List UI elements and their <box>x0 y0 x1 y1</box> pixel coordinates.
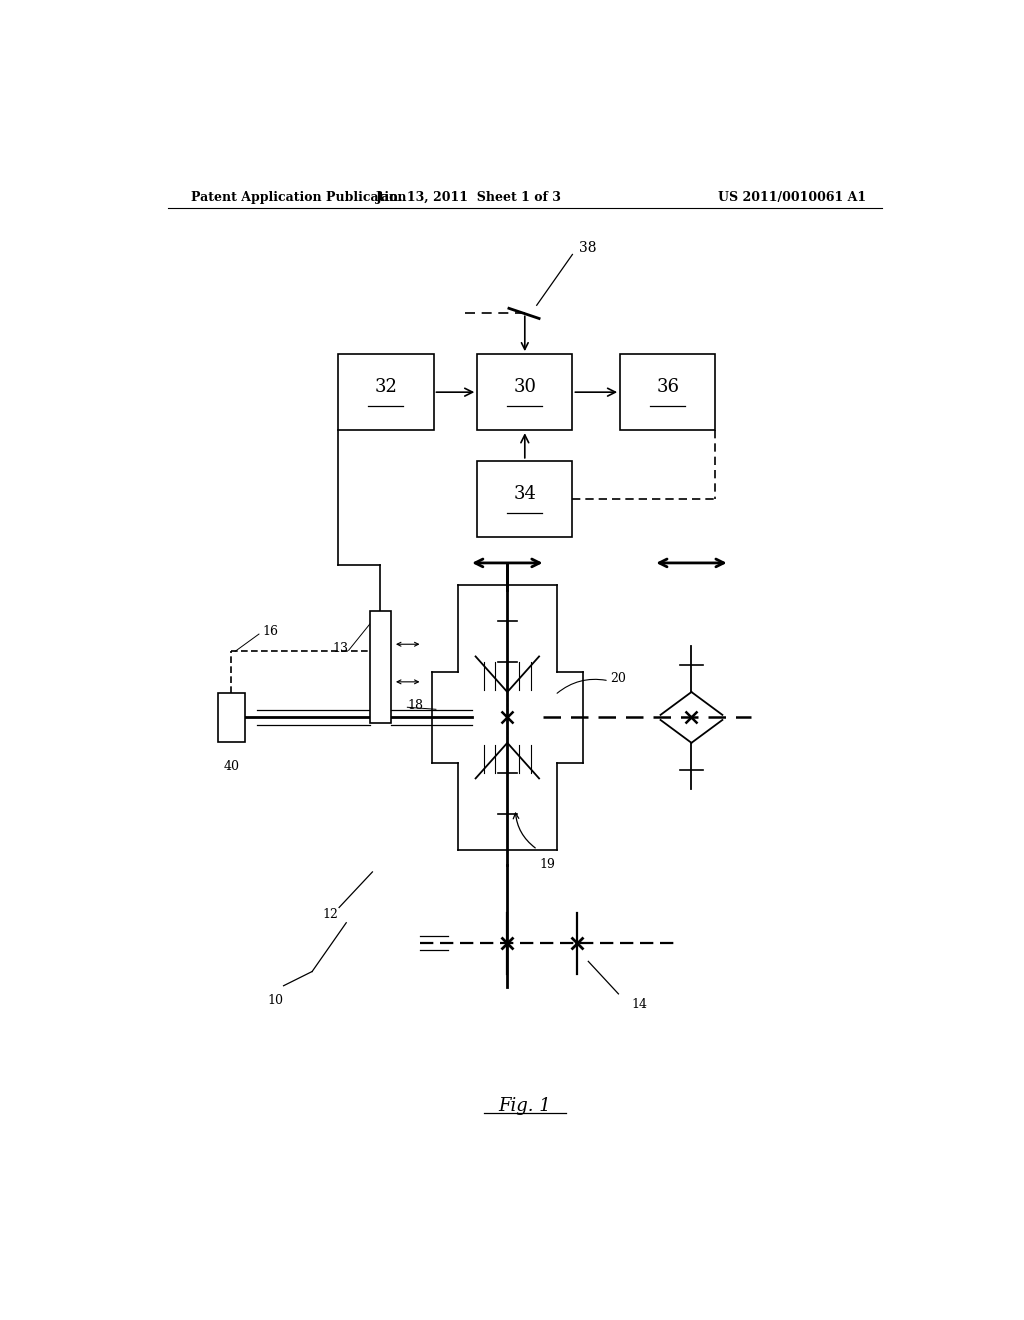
Text: US 2011/0010061 A1: US 2011/0010061 A1 <box>718 191 866 203</box>
Text: 36: 36 <box>656 378 679 396</box>
Text: Patent Application Publication: Patent Application Publication <box>191 191 407 203</box>
Text: Jan. 13, 2011  Sheet 1 of 3: Jan. 13, 2011 Sheet 1 of 3 <box>376 191 562 203</box>
Text: 10: 10 <box>267 994 284 1007</box>
Text: 32: 32 <box>375 378 397 396</box>
Bar <box>477 354 572 430</box>
Text: 20: 20 <box>610 672 627 685</box>
Bar <box>621 354 716 430</box>
Text: 18: 18 <box>408 698 423 711</box>
Text: 34: 34 <box>513 484 537 503</box>
Text: Fig. 1: Fig. 1 <box>499 1097 551 1114</box>
Text: 30: 30 <box>513 378 537 396</box>
Bar <box>218 693 245 742</box>
Text: 19: 19 <box>539 858 555 871</box>
Text: 12: 12 <box>323 908 338 921</box>
Text: 14: 14 <box>632 998 648 1011</box>
Text: 38: 38 <box>579 242 596 255</box>
Bar <box>370 611 391 722</box>
Text: 40: 40 <box>223 760 240 774</box>
Bar <box>477 461 572 537</box>
Bar <box>338 354 433 430</box>
Text: 13: 13 <box>333 642 349 655</box>
Text: 16: 16 <box>263 624 279 638</box>
